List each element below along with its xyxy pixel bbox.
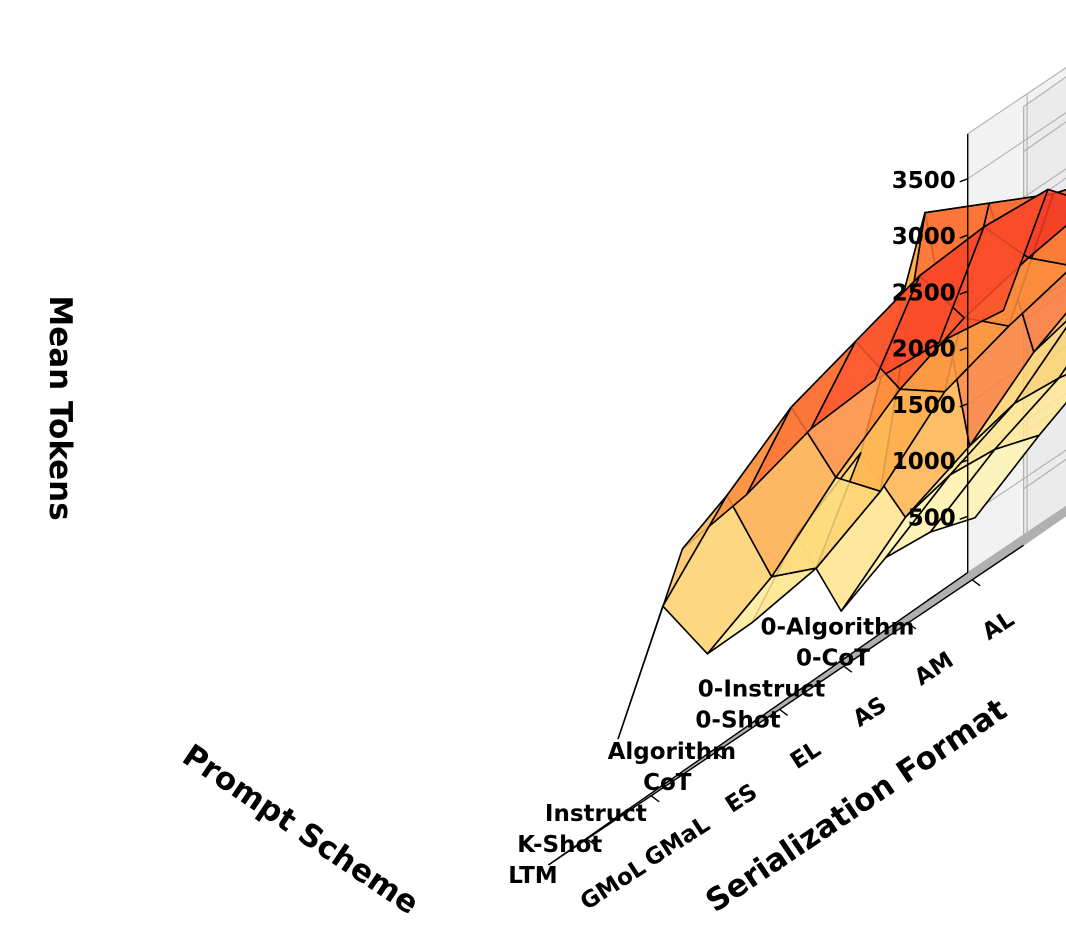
axes: [548, 133, 1024, 866]
gridline: [785, 509, 1066, 706]
z-tick-label: 3000: [892, 224, 956, 250]
x-axis-title: Prompt Scheme: [176, 737, 425, 921]
gridline: [607, 532, 1028, 826]
z-tick-mark: [959, 515, 968, 520]
gridline: [967, 505, 1066, 574]
x-tick-mark: [614, 811, 625, 819]
z-tick-label: 3500: [892, 168, 956, 194]
y-tick-mark: [586, 838, 596, 846]
y-axis-line: [548, 544, 1024, 866]
y-tick-label: AS: [848, 692, 891, 733]
y-tick-mark: [971, 579, 981, 587]
z-tick-label: 2000: [892, 337, 956, 363]
x-tick-label: Instruct: [545, 801, 647, 827]
z-tick-mark: [959, 178, 968, 183]
gridline: [726, 507, 1066, 746]
x-tick-label: 0-Instruct: [698, 677, 826, 703]
x-tick-mark: [927, 593, 937, 601]
x-tick-mark: [793, 687, 804, 695]
x-tick-label: 0-Shot: [695, 708, 780, 734]
x-tick-mark: [748, 718, 759, 726]
x-tick-label: LTM: [508, 863, 557, 889]
z-tick-label: 500: [908, 505, 956, 531]
x-tick-label: K-Shot: [517, 832, 602, 858]
y-tick-label: ES: [721, 779, 762, 818]
y-tick-mark: [843, 665, 853, 673]
y-tick-mark: [650, 795, 660, 803]
z-axis-title: Mean Tokens: [42, 295, 78, 520]
gridline: [963, 513, 1066, 586]
x-tick-mark: [837, 655, 848, 664]
y-tick-label: EL: [786, 736, 826, 775]
z-tick-mark: [959, 346, 968, 352]
z-tick-mark: [959, 290, 968, 295]
y-tick-label: AL: [978, 606, 1020, 646]
z-tick-mark: [959, 459, 968, 464]
y-tick-mark: [779, 708, 789, 716]
z-tick-label: 2500: [892, 280, 956, 306]
z-tick-label: 1500: [892, 393, 956, 419]
x-tick-label: 0-Algorithm: [760, 614, 914, 640]
x-tick-mark: [659, 780, 670, 788]
gridline: [845, 510, 1066, 666]
x-tick-label: 0-CoT: [796, 645, 870, 671]
y-tick-mark: [714, 752, 724, 760]
z-tick-mark: [959, 403, 968, 408]
x-tick-mark: [704, 749, 714, 757]
surface: [617, 188, 1066, 740]
z-tick-mark: [959, 234, 968, 239]
surface-face: [617, 494, 728, 740]
x-tick-label: Algorithm: [608, 739, 737, 765]
gridline: [666, 506, 1066, 786]
y-tick-label: GMoL: [576, 854, 651, 915]
x-tick-mark: [570, 842, 581, 850]
x-tick-label: CoT: [643, 770, 692, 796]
y-tick-mark: [907, 622, 917, 630]
gridline: [904, 512, 1066, 626]
z-tick-label: 1000: [892, 449, 956, 475]
y-tick-label: GMaL: [640, 811, 715, 872]
x-tick-mark: [882, 624, 893, 633]
y-tick-label: AM: [910, 647, 958, 691]
